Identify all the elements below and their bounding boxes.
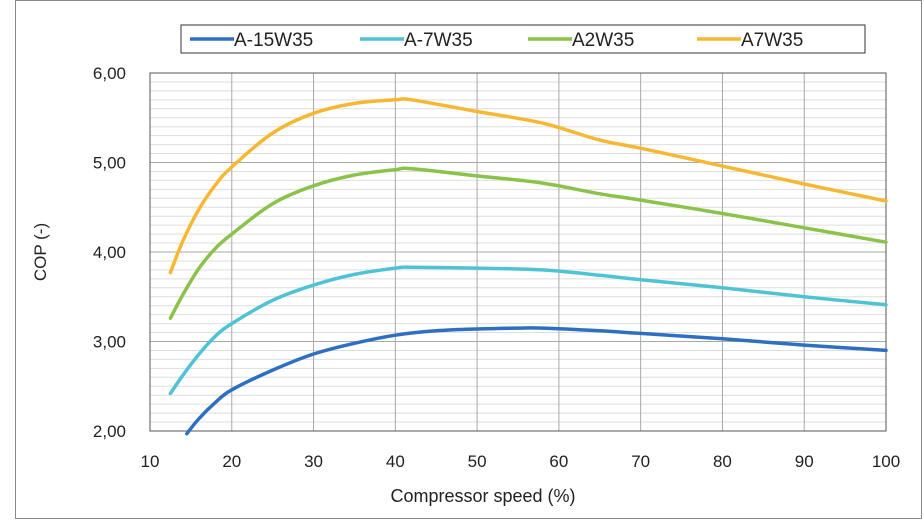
y-tick-label: 5,00 (93, 154, 126, 173)
x-tick-label: 90 (795, 452, 814, 471)
x-tick-label: 50 (468, 452, 487, 471)
legend-box (180, 24, 866, 54)
x-tick-label: 40 (386, 452, 405, 471)
y-tick-label: 4,00 (93, 243, 126, 262)
x-tick-label: 70 (631, 452, 650, 471)
x-tick-label: 100 (872, 452, 900, 471)
x-tick-label: 80 (713, 452, 732, 471)
plot-border (149, 72, 887, 432)
x-tick-label: 30 (304, 452, 323, 471)
series-line-a7w35 (168, 97, 888, 275)
y-tick-label: 3,00 (93, 333, 126, 352)
x-tick-label: 20 (222, 452, 241, 471)
y-tick-label: 2,00 (93, 422, 126, 441)
grid-layer (149, 72, 887, 432)
axis-layer: 2,00 3,00 4,00 5,00 6,00 10 20 30 40 50 60 70 80 90 10… (93, 64, 900, 471)
x-tick-label: 10 (141, 452, 160, 471)
x-tick-label: 60 (549, 452, 568, 471)
legend: A-15W35 A-7W35 A2W35 A7W35 (180, 24, 866, 54)
y-axis-label: COP (-) (31, 223, 50, 281)
x-axis-label: Compressor speed (%) (390, 486, 575, 506)
legend-label: A-7W35 (404, 30, 473, 51)
legend-label: A-15W35 (234, 30, 313, 51)
chart-outer-border (15, 0, 922, 519)
legend-label: A2W35 (572, 30, 634, 51)
legend-label: A7W35 (741, 30, 803, 51)
series-line-a-7w35 (168, 265, 888, 396)
series-line-a2w35 (168, 166, 888, 320)
y-tick-label: 6,00 (93, 64, 126, 83)
series-line-a-15w35 (185, 326, 888, 436)
series-layer (168, 97, 888, 436)
